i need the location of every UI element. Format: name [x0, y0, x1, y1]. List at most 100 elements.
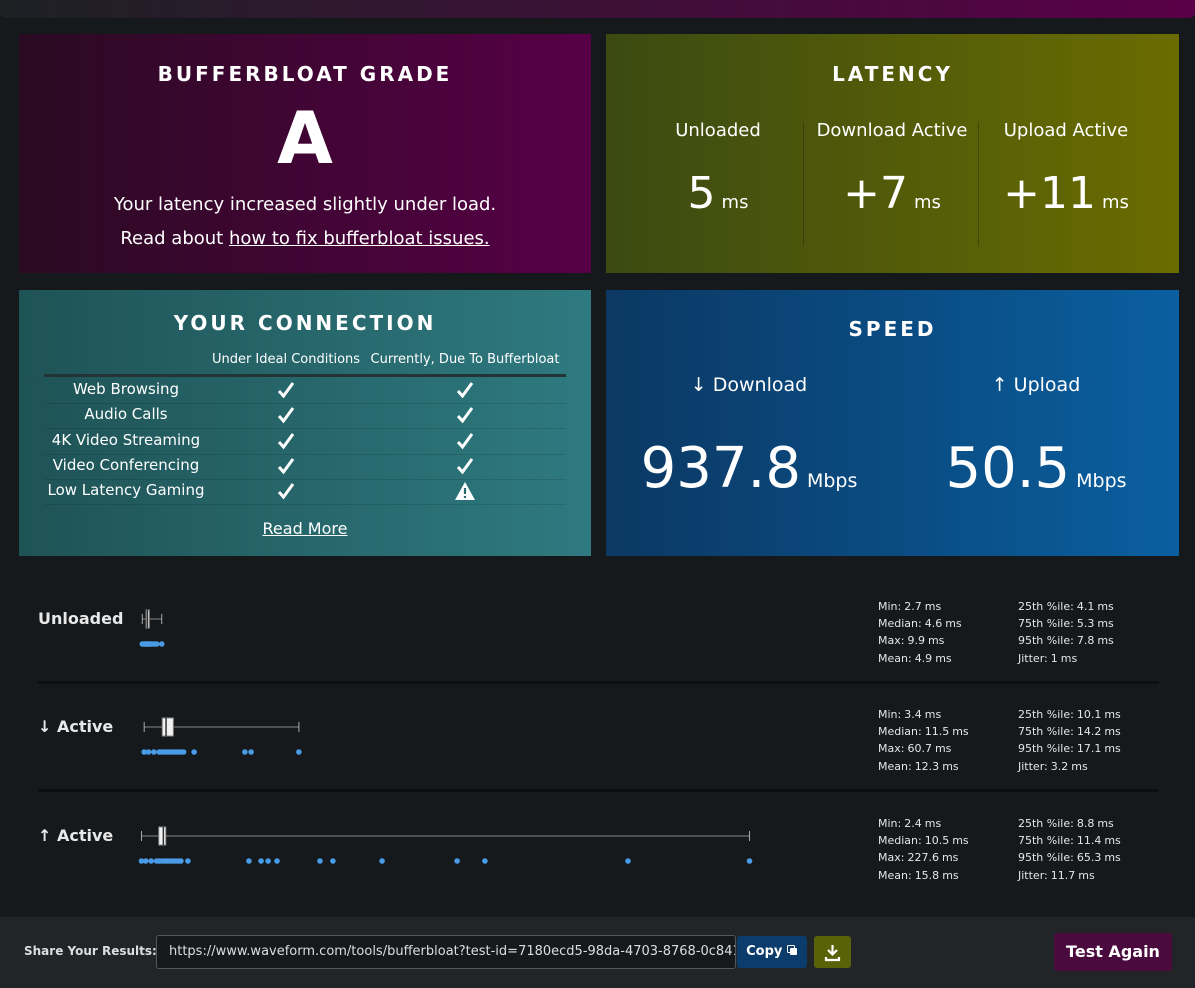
speed-label: ↑ Upload: [991, 374, 1081, 396]
latency-value: 5 ms: [631, 168, 805, 219]
stat: Max: 227.6 ms: [878, 851, 958, 864]
latency-panel: LATENCY Unloaded 5 ms Download Active +7 ms Up…: [606, 34, 1179, 273]
warning-icon: [455, 482, 475, 501]
stat-label: Median:: [878, 617, 922, 631]
sample-dot: [265, 858, 271, 864]
fix-link[interactable]: how to fix bufferbloat issues.: [228, 228, 490, 249]
sample-dot: [180, 749, 187, 755]
stat: Median: 10.5 ms: [878, 834, 969, 847]
stat-unit: ms: [924, 817, 942, 830]
stat-value: 227.6: [907, 851, 939, 865]
stat-unit: ms: [952, 725, 969, 739]
stat-value: 4.6: [924, 617, 943, 631]
sample-dot: [248, 749, 254, 755]
stat-unit: ms: [1097, 617, 1114, 631]
check-icon: [277, 458, 295, 475]
connection-row: Low Latency Gaming: [44, 479, 566, 506]
sample-dot: [148, 858, 154, 864]
sample-dot: [274, 858, 280, 864]
box-plot: [138, 826, 753, 864]
connection-row: Video Conferencing: [44, 454, 566, 480]
stat: 25th %ile: 8.8 ms: [1018, 817, 1114, 830]
download-button[interactable]: [814, 936, 851, 968]
stat: Mean: 15.8 ms: [878, 869, 959, 882]
sample-dot: [317, 858, 323, 864]
panel-title: BUFFERBLOAT GRADE: [157, 62, 453, 86]
download-icon: [824, 945, 841, 962]
stat-value: 12.3: [914, 759, 940, 773]
stat-label: Median:: [878, 725, 922, 739]
check-path: [277, 407, 295, 424]
latency-label: Download Active: [816, 120, 968, 141]
stat: Median: 4.6 ms: [878, 617, 962, 630]
box-plot: [139, 609, 165, 647]
stat-value: 10.1: [1076, 708, 1102, 721]
stat-unit: ms: [942, 759, 959, 773]
check-path: [456, 432, 474, 449]
sample-dot: [625, 858, 631, 864]
share-label: Share Your Results:: [24, 944, 157, 958]
value-unit: Mbps: [1076, 470, 1127, 492]
copy-label: Copy: [746, 944, 783, 959]
stat: Jitter: 11.7 ms: [1018, 869, 1095, 882]
stat-unit: ms: [941, 851, 959, 865]
stat-value: 17.1: [1076, 742, 1102, 756]
stat-label: 25th %ile:: [1018, 600, 1074, 613]
stat-label: 75th %ile:: [1018, 834, 1074, 848]
stat: 25th %ile: 10.1 ms: [1018, 708, 1121, 721]
sample-dot: [191, 749, 197, 755]
panel-title: YOUR CONNECTION: [173, 311, 437, 335]
stat-label: 25th %ile:: [1018, 817, 1074, 830]
stat: Jitter: 3.2 ms: [1018, 760, 1088, 773]
copy-button[interactable]: Copy: [737, 936, 807, 968]
check-icon: [456, 407, 474, 424]
speed-label: ↓ Download: [690, 374, 808, 396]
check-icon: [277, 483, 295, 500]
sample-dot: [158, 641, 165, 647]
stat-unit: ms: [927, 634, 945, 648]
stat-label: 95th %ile:: [1018, 634, 1074, 648]
check-path: [277, 382, 295, 399]
row-label: Audio Calls: [84, 405, 168, 424]
row-label: 4K Video Streaming: [51, 430, 201, 449]
stat-unit: ms: [1104, 725, 1121, 739]
stat: 95th %ile: 65.3 ms: [1018, 851, 1121, 864]
row-label: Low Latency Gaming: [47, 481, 205, 500]
stat-unit: ms: [924, 708, 942, 721]
stat-value: 10.5: [924, 834, 950, 848]
value-number: 937.8: [640, 436, 801, 501]
check-path: [277, 432, 295, 449]
check-icon: [456, 458, 474, 475]
share-url-input[interactable]: https://www.waveform.com/tools/bufferblo…: [156, 935, 736, 969]
column-header: Currently, Due To Bufferbloat: [370, 352, 560, 367]
sample-dot: [379, 858, 385, 864]
stat-label: 75th %ile:: [1018, 725, 1074, 739]
stat-unit: ms: [935, 651, 952, 665]
sample-dot: [454, 858, 460, 864]
check-path: [456, 458, 474, 475]
stat-value: 5.3: [1076, 617, 1095, 631]
value-number: +11: [1003, 168, 1096, 219]
stat-label: Jitter:: [1018, 759, 1048, 773]
sample-dot: [296, 749, 302, 755]
speed-panel: SPEED ↓ Download 937.8 Mbps ↑ Upload 50.5 Mbp…: [606, 290, 1179, 556]
top-strip: [0, 0, 1195, 18]
check-icon: [277, 432, 295, 449]
stat-value: 2.7: [904, 600, 922, 613]
box: [158, 826, 167, 846]
check-path: [456, 382, 474, 399]
stat-label: Max:: [878, 634, 905, 648]
test-again-button[interactable]: Test Again: [1054, 933, 1172, 971]
check-path: [277, 483, 295, 500]
stat-value: 7.8: [1076, 634, 1095, 648]
latency-item: Upload Active +11 ms: [979, 34, 1153, 273]
row-label: Unloaded: [38, 609, 124, 628]
stat: Max: 60.7 ms: [878, 742, 951, 755]
read-more-link[interactable]: Read More: [262, 519, 348, 538]
grade-panel: BUFFERBLOAT GRADE A Your latency increas…: [19, 34, 591, 273]
read-prefix: Read about: [120, 228, 224, 249]
sample-dot: [258, 858, 264, 864]
row-separator: [38, 789, 1159, 792]
grade-message: Your latency increased slightly under lo…: [113, 194, 497, 215]
